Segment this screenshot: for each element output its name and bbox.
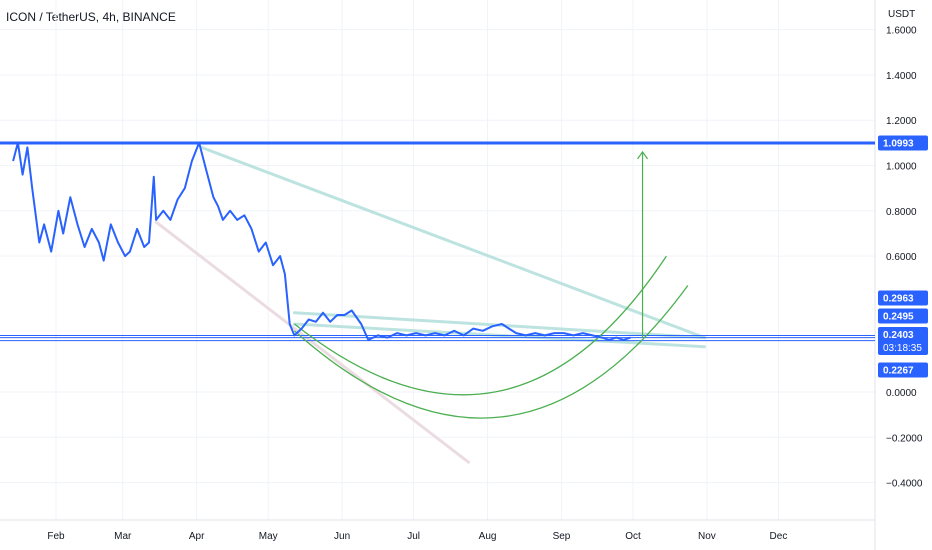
trend-channel-line [199, 145, 707, 340]
time-tick-label: Sep [553, 531, 571, 542]
time-tick-label: Feb [47, 531, 65, 542]
time-tick-label: May [259, 531, 278, 542]
price-tick-label: 1.0000 [886, 162, 917, 173]
time-tick-label: Mar [114, 531, 132, 542]
price-tick-label: 1.4000 [886, 71, 917, 82]
time-tick-label: Nov [698, 531, 716, 542]
axis-price-label: 0.2403 [883, 330, 914, 341]
resistance-price-label-bg [878, 135, 928, 151]
time-tick-label: Oct [625, 531, 641, 542]
axis-price-label-bg [878, 308, 928, 324]
axis-price-label: 0.2963 [883, 294, 914, 305]
price-tick-label: −0.4000 [886, 479, 923, 490]
cup-arc [293, 285, 689, 419]
price-axis-currency: USDT [888, 9, 916, 20]
time-tick-label: Aug [479, 531, 497, 542]
axis-price-label: 0.2267 [883, 366, 914, 377]
price-tick-label: −0.2000 [886, 433, 923, 444]
axis-price-label: 0.2495 [883, 312, 914, 323]
countdown-label: 03:18:35 [883, 343, 922, 354]
time-tick-label: Jul [407, 531, 420, 542]
resistance-price-label: 1.0993 [883, 139, 914, 150]
time-tick-label: Apr [189, 531, 205, 542]
chart-title: ICON / TetherUS, 4h, BINANCE [6, 10, 176, 24]
axis-price-label-bg [878, 362, 928, 378]
axis-price-label-bg [878, 327, 928, 355]
axis-price-label-bg [878, 290, 928, 306]
price-series-line [12, 141, 631, 341]
price-tick-label: 0.0000 [886, 388, 917, 399]
time-tick-label: Dec [770, 531, 788, 542]
target-arrow-head [637, 150, 649, 160]
time-tick-label: Jun [334, 531, 350, 542]
price-tick-label: 0.8000 [886, 207, 917, 218]
grid-lines [0, 0, 875, 520]
downtrend-line [154, 220, 470, 464]
price-tick-label: 0.6000 [886, 252, 917, 263]
price-tick-label: 1.2000 [886, 116, 917, 127]
price-tick-label: 1.6000 [886, 26, 917, 37]
cup-arc [294, 255, 667, 396]
